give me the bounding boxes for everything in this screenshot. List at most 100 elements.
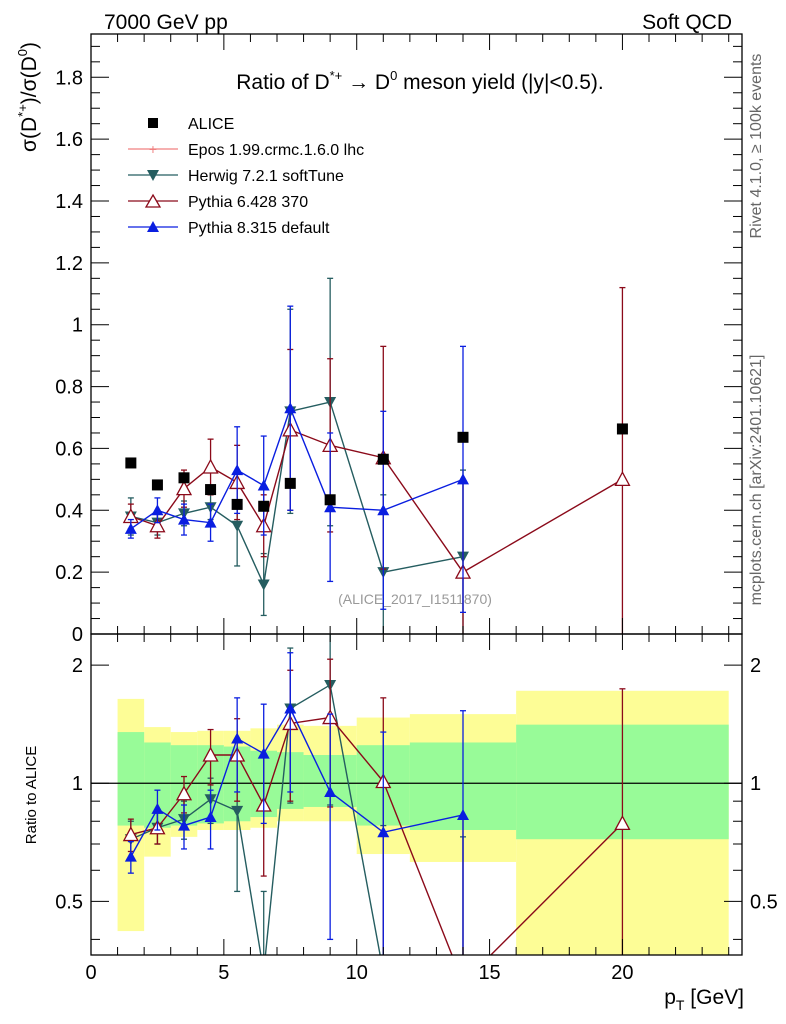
legend-label-epos: Epos 1.99.crmc.1.6.0 lhc	[188, 142, 364, 159]
data-point-pythia8	[231, 464, 244, 476]
y-tick-label: 1	[72, 315, 83, 337]
x-tick-label: 0	[85, 962, 96, 984]
data-point-alice	[616, 423, 628, 435]
legend-label-alice: ALICE	[188, 116, 234, 133]
data-point-pythia8	[284, 402, 297, 414]
xlabel-pre: p	[664, 986, 676, 1009]
main-ylabel-post: )	[18, 42, 41, 49]
xlabel-post: [GeV]	[684, 986, 744, 1009]
data-point-pythia6	[122, 826, 139, 842]
data-point-alice	[151, 479, 163, 491]
ratio-ylabel: Ratio to ALICE	[23, 746, 40, 844]
ratio-panel-layer	[122, 634, 631, 989]
data-point-herwig	[377, 967, 389, 978]
ratio-y-tick-label: 0.5	[55, 891, 83, 913]
data-point-pythia8	[178, 819, 190, 831]
ratio-y-tick-label-right: 2	[750, 655, 761, 677]
data-point-pythia6	[614, 815, 631, 831]
data-point-alice	[457, 431, 469, 443]
series-line-pythia8	[130, 707, 464, 857]
plot-title: Ratio of D*+ → D0 meson yield (|y|<0.5).	[236, 68, 604, 94]
data-point-pythia8	[178, 513, 190, 525]
y-tick-label: 1.6	[55, 129, 83, 151]
series-line-herwig	[130, 401, 464, 587]
ratio-y-tick-label-right: 0.5	[750, 891, 778, 913]
y-tick-label: 0.6	[55, 438, 83, 460]
legend-marker-herwig	[147, 170, 159, 181]
x-axis-label: pT [GeV]	[664, 986, 744, 1013]
title-arrow: → D	[342, 71, 390, 94]
data-point-pythia8	[457, 808, 469, 820]
ratio-uncertainty-bands	[91, 690, 742, 955]
series-pythia6	[122, 286, 631, 634]
legend-label-herwig: Herwig 7.2.1 softTune	[188, 168, 344, 185]
data-point-pythia8	[151, 802, 164, 814]
data-point-alice	[231, 498, 243, 510]
data-point-pythia8	[324, 501, 337, 513]
data-point-pythia6	[149, 517, 166, 533]
band-inner-bin	[117, 732, 145, 826]
data-point-herwig	[457, 967, 469, 978]
rivet-label: Rivet 4.1.0, ≥ 100k events	[748, 54, 765, 239]
data-point-pythia8	[231, 732, 244, 744]
legend-label-pythia8: Pythia 8.315 default	[188, 220, 330, 237]
title-prefix: Ratio of D	[236, 71, 329, 94]
data-point-pythia8	[377, 826, 390, 838]
data-point-pythia8	[457, 473, 469, 485]
title-sup2: 0	[390, 68, 397, 83]
ratio-panel-frame	[90, 633, 743, 956]
legend: ALICE + Epos 1.99.crmc.1.6.0 lhc Herwig …	[128, 116, 364, 237]
data-point-pythia6	[456, 976, 470, 989]
ratio-y-tick-label-right: 1	[750, 773, 761, 795]
data-point-herwig	[231, 805, 244, 817]
data-point-pythia8	[124, 850, 137, 862]
series-pythia8	[124, 652, 469, 955]
legend-marker-pythia6	[144, 193, 162, 208]
xlabel-sub: T	[676, 997, 685, 1013]
data-point-pythia8	[151, 504, 164, 516]
ratio-y-tick-label: 1	[72, 773, 83, 795]
series-line-pythia8	[130, 406, 464, 530]
y-tick-label: 0.4	[55, 500, 83, 522]
series-pythia8	[124, 305, 469, 614]
ratio-y-tick-label: 2	[72, 655, 83, 677]
legend-marker-epos: +	[149, 141, 157, 157]
data-point-pythia6	[175, 785, 193, 801]
main-ylabel-sup: *+	[15, 104, 30, 117]
legend-marker-pythia8	[147, 221, 159, 232]
x-tick-label: 20	[611, 962, 633, 984]
analysis-watermark: (ALICE_2017_I1511870)	[338, 591, 492, 607]
data-point-pythia6	[202, 458, 219, 474]
y-tick-label: 0.8	[55, 377, 83, 399]
data-point-pythia8	[284, 702, 297, 714]
data-point-pythia6	[175, 480, 193, 496]
main-ylabel-pre: σ(D	[18, 117, 41, 152]
y-tick-label: 0	[72, 624, 83, 646]
data-point-pythia6	[202, 746, 219, 762]
main-panel-layer	[122, 277, 631, 634]
header-right: Soft QCD	[642, 11, 732, 34]
data-point-pythia8	[204, 516, 217, 528]
series-alice	[125, 423, 628, 512]
legend-marker-alice	[148, 118, 158, 128]
main-ylabel-sup2: 0	[15, 49, 30, 56]
data-point-alice	[377, 453, 389, 465]
legend-label-pythia6: Pythia 6.428 370	[188, 194, 308, 211]
y-tick-label: 0.2	[55, 562, 83, 584]
series-line-herwig	[130, 683, 381, 955]
data-point-pythia8	[204, 811, 217, 823]
data-point-herwig	[257, 579, 270, 591]
data-point-alice	[284, 477, 296, 489]
main-ylabel-mid: )/σ(D	[18, 56, 41, 104]
data-point-alice	[125, 457, 137, 469]
data-point-pythia8	[257, 479, 270, 491]
data-point-herwig	[231, 520, 244, 532]
data-point-herwig	[258, 967, 270, 978]
y-tick-label: 1.8	[55, 67, 83, 89]
y-tick-label: 1.4	[55, 191, 83, 213]
header-left: 7000 GeV pp	[104, 11, 228, 34]
data-point-pythia8	[124, 522, 137, 534]
data-point-alice	[258, 500, 270, 512]
